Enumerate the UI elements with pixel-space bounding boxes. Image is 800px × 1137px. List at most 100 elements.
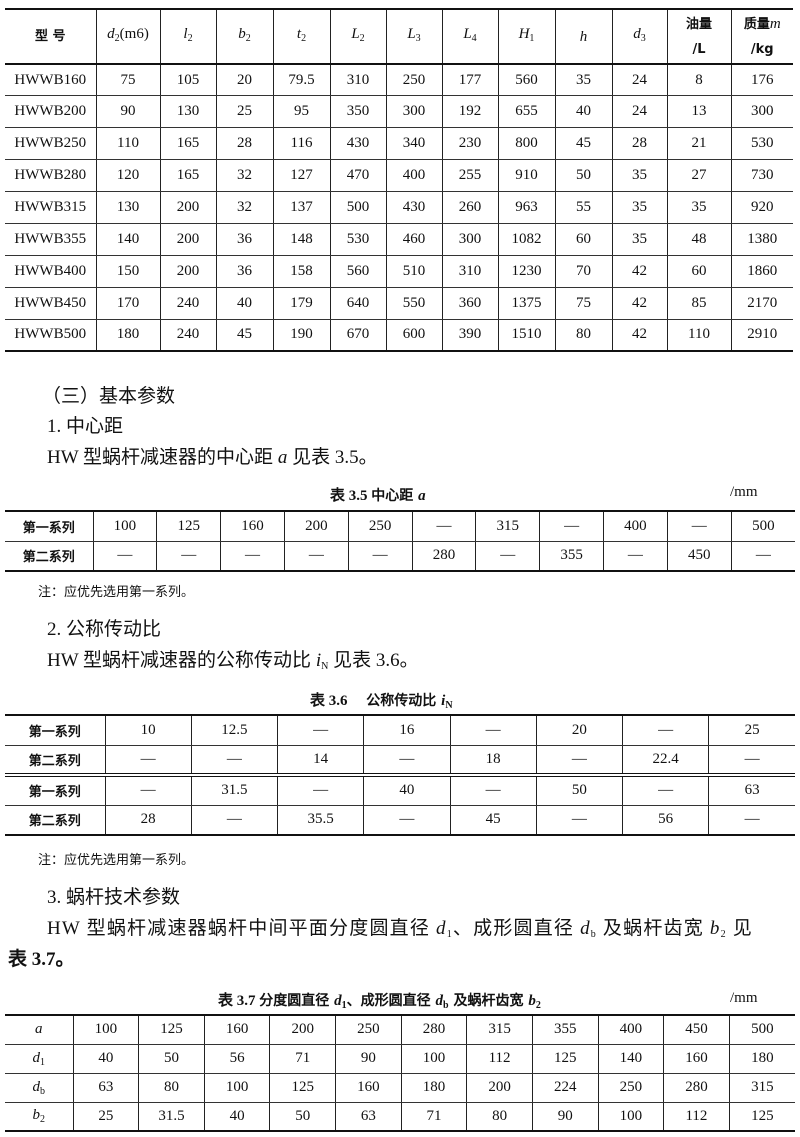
table-row: 第一系列 100 125 160 200 250—315—400—500 bbox=[5, 510, 795, 542]
table-cell: 560 bbox=[329, 255, 387, 288]
subscript: 2 bbox=[359, 33, 365, 44]
column-header: L4 bbox=[441, 8, 499, 65]
table-cell: 35 bbox=[611, 191, 668, 224]
table-3-7-caption: 表 3.7 分度圆直径 d1、成形圆直径 db 及蜗杆齿宽 b2 bbox=[218, 989, 541, 1011]
table-cell: 550 bbox=[385, 287, 443, 320]
symbol: H bbox=[518, 26, 530, 42]
table-cell: — bbox=[449, 775, 537, 806]
table-cell: 140 bbox=[597, 1044, 665, 1074]
table-cell: 315 bbox=[466, 1014, 533, 1045]
paragraph-worm-parameters: HW 型蜗杆减速器蜗杆中间平面分度圆直径 d1、成形圆直径 db 及蜗杆齿宽 b… bbox=[47, 913, 753, 940]
table-cell: — bbox=[621, 775, 710, 806]
column-header: b2 bbox=[215, 8, 274, 65]
table-cell: 85 bbox=[666, 287, 732, 320]
symbol: a bbox=[35, 1021, 43, 1038]
symbol: l bbox=[183, 26, 188, 42]
subscript: 2 bbox=[40, 1114, 45, 1126]
symbol: h bbox=[579, 28, 588, 45]
table-cell: 1510 bbox=[497, 319, 556, 353]
column-header: L2 bbox=[329, 8, 387, 65]
table-cell: 80 bbox=[138, 1073, 205, 1103]
table-cell: 60 bbox=[554, 223, 613, 256]
table-row: HWWB355 140 200 36 148 530 460 300 1082 60 35 48 138… bbox=[5, 223, 793, 256]
table-row: HWWB160 75 105 20 79.5 310 250 177 560 35 24 8 176 bbox=[5, 64, 793, 97]
table-cell: 260 bbox=[441, 191, 499, 224]
column-header: L3 bbox=[385, 8, 443, 65]
table-cell: 95 bbox=[272, 95, 331, 129]
table-cell: 160 bbox=[220, 510, 285, 542]
table-cell: 24 bbox=[611, 64, 668, 97]
subscript: N bbox=[321, 661, 329, 672]
table-cell: 165 bbox=[159, 159, 217, 193]
table-cell: 22.4 bbox=[621, 745, 710, 777]
table-cell: 8 bbox=[666, 64, 732, 97]
table-cell: 125 bbox=[138, 1014, 205, 1045]
text-segment: 见表 3.6。 bbox=[328, 650, 419, 671]
table-cell: 963 bbox=[497, 191, 556, 224]
text-segment: 表 3.7。 bbox=[8, 949, 75, 970]
table-cell: 40 bbox=[554, 95, 613, 129]
table-cell: 250 bbox=[347, 510, 413, 542]
table-cell: 18 bbox=[449, 745, 537, 777]
table-row: a 100 125 160 200 250 280 315 355 400 450 500 bbox=[5, 1014, 795, 1045]
table-cell: 470 bbox=[329, 159, 387, 193]
table-cell: 160 bbox=[203, 1014, 271, 1045]
table-cell: — bbox=[708, 805, 795, 836]
column-header: 油量/L bbox=[666, 8, 732, 65]
table-cell: 600 bbox=[385, 319, 443, 353]
table-cell: 1230 bbox=[497, 255, 556, 288]
table-cell: 112 bbox=[466, 1044, 533, 1074]
table-cell: — bbox=[190, 745, 279, 777]
table-cell: 450 bbox=[666, 541, 732, 572]
table-cell: 560 bbox=[497, 64, 556, 97]
table-cell: 50 bbox=[138, 1044, 205, 1074]
table-cell: 315 bbox=[475, 510, 541, 542]
table-cell: 360 bbox=[441, 287, 499, 320]
text-segment: 中心距 bbox=[371, 488, 419, 504]
table-cell: — bbox=[347, 541, 413, 572]
table-cell: 350 bbox=[329, 95, 387, 129]
text-segment: b bbox=[709, 918, 721, 939]
symbol: m bbox=[769, 15, 781, 32]
table-cell: 70 bbox=[554, 255, 613, 288]
table-cell: HWWB280 bbox=[5, 159, 97, 193]
table-cell: HWWB200 bbox=[5, 95, 97, 129]
table-3-5-unit: /mm bbox=[730, 484, 758, 500]
table-row: 第二系列 — — — — —280—355—450— bbox=[5, 541, 795, 572]
table-cell: — bbox=[283, 541, 349, 572]
table-cell: 71 bbox=[400, 1102, 468, 1132]
table-cell: 125 bbox=[156, 510, 222, 542]
table-cell: 400 bbox=[597, 1014, 665, 1045]
table-cell: 200 bbox=[159, 191, 217, 224]
symbol: b bbox=[32, 1107, 41, 1124]
table-cell: 75 bbox=[95, 64, 161, 97]
column-header: H1 bbox=[497, 8, 556, 65]
table-cell: — bbox=[535, 805, 624, 836]
table-cell: 110 bbox=[95, 127, 161, 161]
text-segment: HW 型蜗杆减速器的公称传动比 bbox=[47, 650, 316, 671]
row-label: b2 bbox=[5, 1102, 74, 1132]
table-cell: 28 bbox=[215, 127, 274, 161]
table-cell: 165 bbox=[159, 127, 217, 161]
table-cell: 800 bbox=[497, 127, 556, 161]
table-cell: 1860 bbox=[730, 255, 793, 288]
table-cell: 655 bbox=[497, 95, 556, 129]
table-cell: 100 bbox=[400, 1044, 468, 1074]
header-label: 型 号 bbox=[34, 29, 66, 44]
table-cell: 90 bbox=[531, 1102, 599, 1132]
table-cell: 130 bbox=[95, 191, 161, 224]
table-cell: 28 bbox=[611, 127, 668, 161]
table-cell: — bbox=[363, 805, 451, 836]
table-cell: 250 bbox=[335, 1014, 402, 1045]
symbol: L bbox=[351, 26, 360, 42]
table-cell: 25 bbox=[215, 95, 274, 129]
table-cell: 730 bbox=[730, 159, 793, 193]
table-cell: 280 bbox=[400, 1014, 468, 1045]
table-cell: 255 bbox=[441, 159, 499, 193]
subsection-heading-center-distance: 1. 中心距 bbox=[47, 416, 124, 437]
table-row: 第一系列 10 12.5—16—20—25 bbox=[5, 714, 795, 746]
worm-parameters-table: a 100 125 160 200 250 280 315 355 400 450 500 d1 40 50… bbox=[5, 1014, 795, 1132]
table-cell: — bbox=[621, 714, 710, 746]
table-cell: 35 bbox=[611, 223, 668, 256]
column-header: 质量m/kg bbox=[730, 8, 793, 65]
